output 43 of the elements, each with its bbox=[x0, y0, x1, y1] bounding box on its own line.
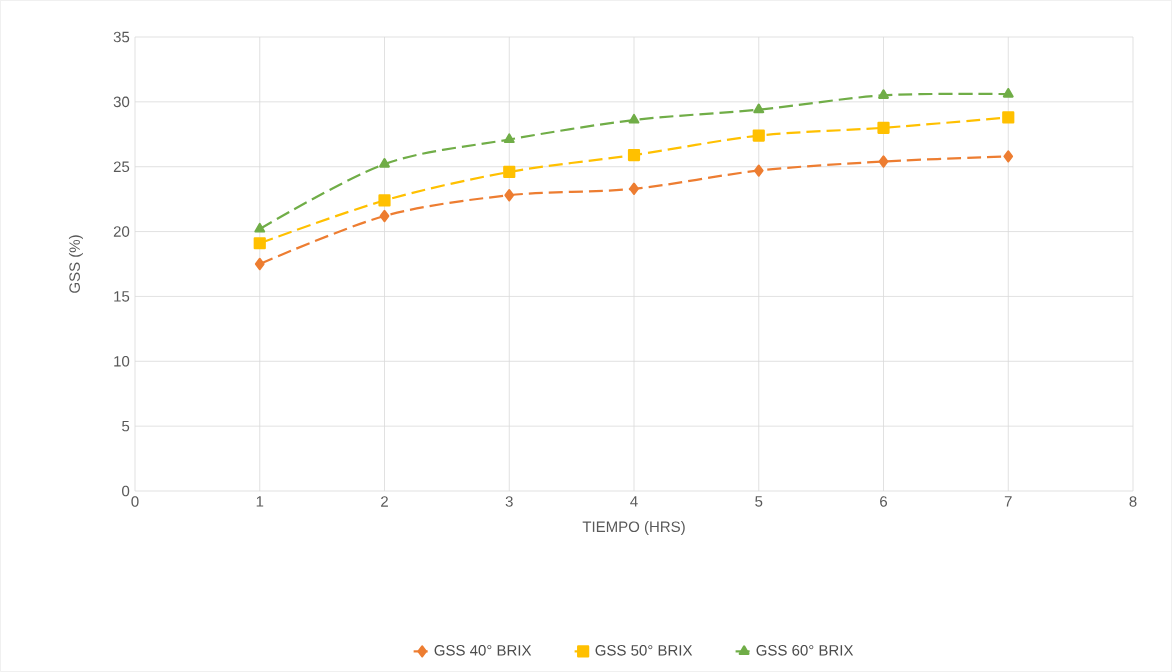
point bbox=[627, 148, 641, 162]
y-tick-label: 5 bbox=[122, 420, 130, 432]
point bbox=[504, 189, 515, 202]
x-tick-label: 2 bbox=[381, 496, 388, 507]
point bbox=[753, 164, 764, 177]
point bbox=[877, 121, 890, 134]
point bbox=[254, 222, 266, 233]
point bbox=[753, 103, 765, 114]
point bbox=[752, 129, 765, 142]
point bbox=[878, 89, 889, 99]
point bbox=[503, 133, 515, 144]
point bbox=[379, 209, 390, 223]
y-tick-label: 10 bbox=[114, 355, 130, 367]
x-tick-label: 3 bbox=[505, 496, 513, 507]
point bbox=[1003, 150, 1014, 163]
point bbox=[379, 158, 390, 168]
point bbox=[1002, 111, 1015, 124]
x-tick-label: 8 bbox=[1129, 496, 1137, 507]
point bbox=[1002, 87, 1014, 98]
x-tick-label: 6 bbox=[880, 496, 888, 507]
y-tick-label: 0 bbox=[122, 485, 130, 497]
y-tick-label: 25 bbox=[113, 161, 130, 173]
legend-label: GSS 50° BRIX bbox=[595, 645, 693, 656]
x-tick-label: 5 bbox=[755, 496, 763, 507]
y-axis-title: GSS (%) bbox=[68, 235, 83, 293]
y-tick-label: 30 bbox=[113, 96, 130, 108]
y-tick-label: 15 bbox=[114, 291, 130, 302]
point bbox=[253, 237, 266, 250]
point bbox=[629, 182, 639, 195]
legend-label: GSS 40° BRIX bbox=[434, 645, 532, 656]
x-tick-label: 4 bbox=[630, 496, 638, 507]
x-tick-label: 1 bbox=[256, 496, 264, 507]
point bbox=[878, 155, 889, 168]
x-tick-label: 0 bbox=[131, 496, 139, 507]
point bbox=[254, 257, 265, 271]
legend-label: GSS 60° BRIX bbox=[756, 645, 854, 656]
point bbox=[628, 113, 640, 124]
point bbox=[503, 165, 516, 178]
x-axis-title: TIEMPO (HRS) bbox=[582, 521, 685, 535]
y-tick-label: 35 bbox=[113, 31, 130, 43]
point bbox=[378, 194, 391, 207]
x-tick-label: 7 bbox=[1004, 496, 1012, 507]
y-tick-label: 20 bbox=[113, 226, 130, 237]
